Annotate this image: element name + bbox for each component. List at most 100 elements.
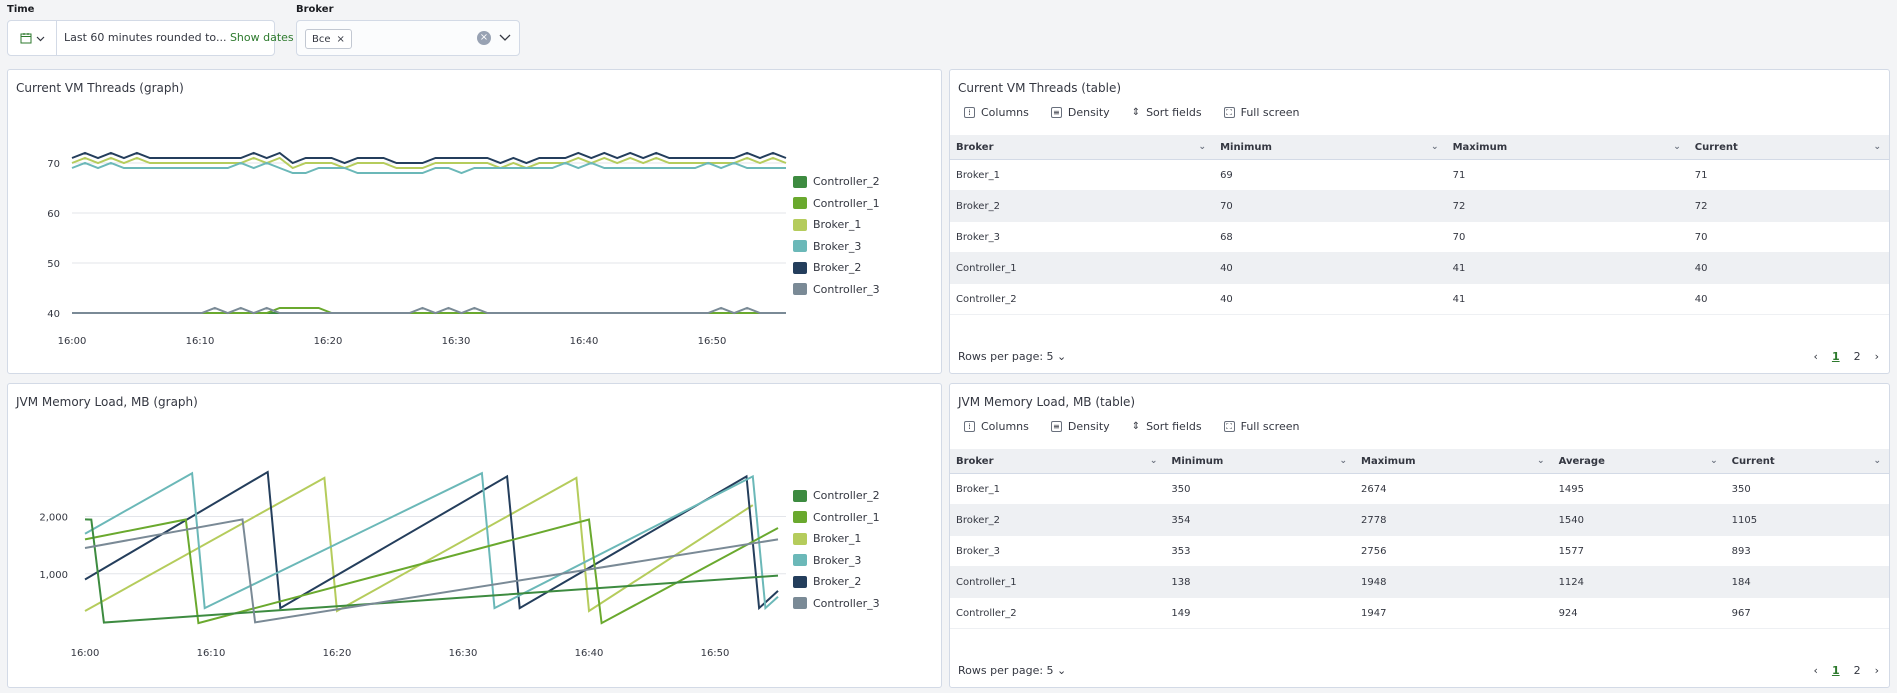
prev-page-icon[interactable]: ‹ xyxy=(1813,664,1818,677)
column-header[interactable]: Broker ⌄ xyxy=(950,135,1215,160)
table-cell: 72 xyxy=(1688,190,1889,222)
series-line xyxy=(72,306,786,315)
column-header[interactable]: Maximum ⌄ xyxy=(1446,135,1689,160)
table-row: Controller_1 138 1948 1124 184 xyxy=(950,566,1889,598)
chip-remove-icon[interactable]: × xyxy=(336,33,345,45)
column-header[interactable]: Current ⌄ xyxy=(1725,449,1889,474)
chart-legend: Controller_2 Controller_1 Broker_1 Broker_3… xyxy=(793,485,880,614)
table-cell: 350 xyxy=(1165,473,1356,505)
series-line xyxy=(71,156,787,170)
chevron-down-icon xyxy=(36,36,44,41)
table-row: Broker_3 68 70 70 xyxy=(950,221,1889,253)
next-page-icon[interactable]: › xyxy=(1874,350,1879,363)
next-page-icon[interactable]: › xyxy=(1874,664,1879,677)
jvm-graph-panel: JVM Memory Load, MB (graph) 1,000 2,000 16… xyxy=(7,383,942,688)
table-toolbar: ⁞ Columns ≡ Density ⇕ Sort fields ⛶ Full scr… xyxy=(964,106,1299,119)
chevron-down-icon[interactable]: ⌄ xyxy=(1537,456,1545,466)
legend-item[interactable]: Broker_1 xyxy=(793,528,880,550)
table-cell: 69 xyxy=(1214,159,1447,191)
table-row: Broker_2 354 2778 1540 1105 xyxy=(950,504,1889,536)
column-header[interactable]: Current ⌄ xyxy=(1688,135,1889,160)
legend-item[interactable]: Broker_3 xyxy=(793,550,880,572)
column-header[interactable]: Average ⌄ xyxy=(1552,449,1726,474)
table-cell: 184 xyxy=(1725,566,1889,598)
legend-item[interactable]: Broker_2 xyxy=(793,257,880,279)
legend-item[interactable]: Broker_1 xyxy=(793,214,880,236)
columns-button[interactable]: ⁞ Columns xyxy=(964,106,1029,119)
legend-item[interactable]: Controller_2 xyxy=(793,485,880,507)
chevron-down-icon[interactable]: ⌄ xyxy=(1873,142,1881,152)
legend-item[interactable]: Controller_2 xyxy=(793,171,880,193)
threads-chart: 40 50 60 70 16:00 16:10 16:20 16:30 16:40 16:50 xyxy=(47,151,787,347)
columns-button[interactable]: ⁞ Columns xyxy=(964,420,1029,433)
page-2-button[interactable]: 2 xyxy=(1853,664,1861,677)
time-label: Time xyxy=(7,4,35,15)
x-tick-label: 16:30 xyxy=(449,648,478,659)
density-button[interactable]: ≡ Density xyxy=(1050,106,1110,119)
rows-per-page[interactable]: Rows per page: 5 ⌄ xyxy=(958,350,1067,363)
chevron-down-icon: ⌄ xyxy=(1057,664,1067,677)
legend-swatch xyxy=(793,597,807,610)
legend-item[interactable]: Controller_3 xyxy=(793,279,880,301)
density-icon: ≡ xyxy=(1050,107,1062,118)
full-screen-button[interactable]: ⛶ Full screen xyxy=(1223,106,1299,119)
legend-label: Broker_1 xyxy=(813,532,862,546)
rows-per-page[interactable]: Rows per page: 5 ⌄ xyxy=(958,664,1067,677)
legend-swatch xyxy=(793,175,807,188)
chevron-down-icon[interactable]: ⌄ xyxy=(1339,456,1348,466)
page-2-button[interactable]: 2 xyxy=(1853,350,1861,363)
panel-title: JVM Memory Load, MB (graph) xyxy=(16,395,198,409)
legend-item[interactable]: Controller_1 xyxy=(793,507,880,529)
table-cell: 41 xyxy=(1446,252,1689,284)
x-tick-label: 16:30 xyxy=(442,336,471,347)
table-cell: 1948 xyxy=(1355,566,1553,598)
x-tick-label: 16:50 xyxy=(698,336,727,347)
sort-fields-button[interactable]: ⇕ Sort fields xyxy=(1131,420,1202,433)
chevron-down-icon: ⌄ xyxy=(1057,350,1067,363)
table-header-row: Broker ⌄ Minimum ⌄ Maximum ⌄ Average ⌄ Current ⌄ xyxy=(950,449,1889,474)
sort-fields-button[interactable]: ⇕ Sort fields xyxy=(1131,106,1202,119)
table-row: Broker_1 350 2674 1495 350 xyxy=(950,473,1889,505)
full-screen-button[interactable]: ⛶ Full screen xyxy=(1223,420,1299,433)
chevron-down-icon[interactable]: ⌄ xyxy=(1673,142,1681,152)
time-range-text[interactable]: Last 60 minutes rounded to... xyxy=(64,31,227,44)
prev-page-icon[interactable]: ‹ xyxy=(1813,350,1818,363)
table-cell: 68 xyxy=(1214,221,1447,253)
density-button[interactable]: ≡ Density xyxy=(1050,420,1110,433)
chevron-down-icon[interactable]: ⌄ xyxy=(1431,142,1439,152)
chevron-down-icon[interactable]: ⌄ xyxy=(1198,142,1207,152)
calendar-button[interactable] xyxy=(8,21,57,55)
columns-icon: ⁞ xyxy=(964,421,975,432)
legend-item[interactable]: Broker_2 xyxy=(793,571,880,593)
table-row: Broker_2 70 72 72 xyxy=(950,190,1889,222)
x-tick-label: 16:00 xyxy=(58,336,87,347)
table-cell: 354 xyxy=(1165,504,1356,536)
clear-icon[interactable]: × xyxy=(477,31,491,45)
time-picker[interactable]: Last 60 minutes rounded to... Show dates xyxy=(7,20,294,56)
legend-swatch xyxy=(793,197,807,210)
show-dates-link[interactable]: Show dates xyxy=(229,31,294,44)
broker-chip: Все × xyxy=(305,29,352,49)
chevron-down-icon[interactable]: ⌄ xyxy=(1149,456,1158,466)
sort-icon: ⇕ xyxy=(1131,107,1141,118)
table-cell: 71 xyxy=(1446,159,1689,191)
column-header[interactable]: Minimum ⌄ xyxy=(1214,135,1447,160)
legend-item[interactable]: Broker_3 xyxy=(793,236,880,258)
chevron-down-icon[interactable]: ⌄ xyxy=(1710,456,1718,466)
table-cell: 1947 xyxy=(1355,597,1553,629)
x-tick-label: 16:10 xyxy=(197,648,226,659)
column-header[interactable]: Maximum ⌄ xyxy=(1355,449,1553,474)
chevron-down-icon[interactable]: ⌄ xyxy=(1873,456,1881,466)
table-cell: Controller_1 xyxy=(950,566,1166,598)
broker-select[interactable]: Все × × xyxy=(296,20,520,56)
legend-label: Controller_1 xyxy=(813,510,880,524)
legend-label: Broker_1 xyxy=(813,218,862,232)
legend-item[interactable]: Controller_3 xyxy=(793,593,880,615)
page-1-button[interactable]: 1 xyxy=(1831,664,1840,677)
legend-item[interactable]: Controller_1 xyxy=(793,193,880,215)
column-header[interactable]: Broker ⌄ xyxy=(950,449,1166,474)
page-1-button[interactable]: 1 xyxy=(1831,350,1840,363)
chevron-down-icon[interactable] xyxy=(497,29,513,45)
column-header[interactable]: Minimum ⌄ xyxy=(1165,449,1356,474)
table-cell: 71 xyxy=(1688,159,1889,191)
